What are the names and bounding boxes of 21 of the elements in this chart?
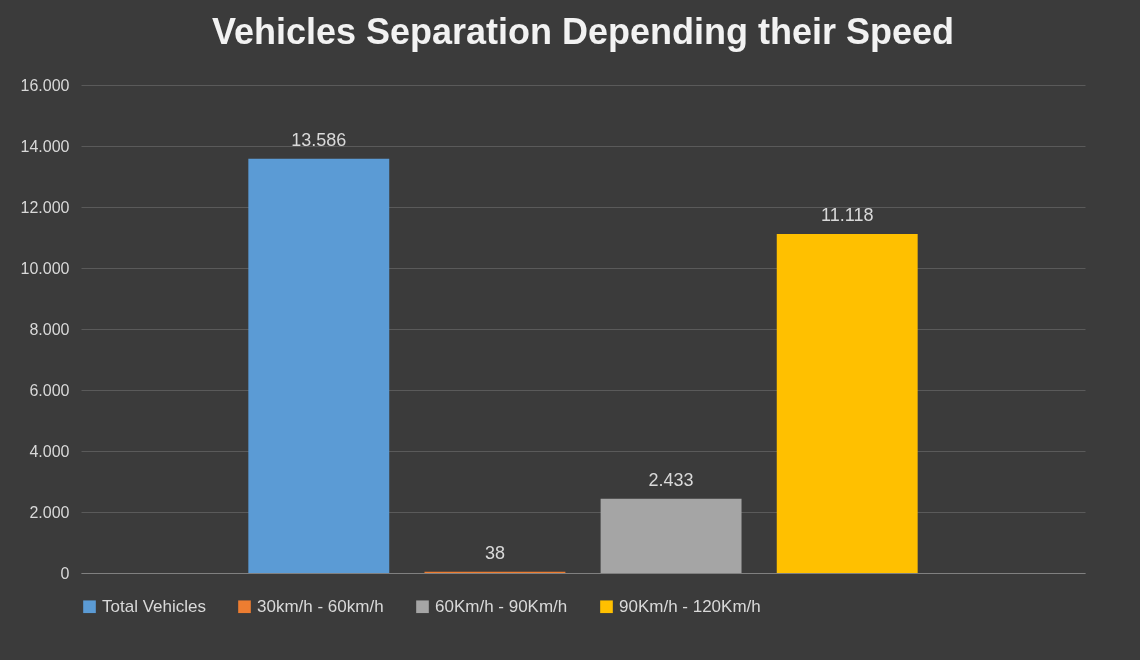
bar: [600, 498, 742, 573]
legend-label: Total Vehicles: [102, 596, 206, 616]
y-tick-label: 6.000: [29, 381, 70, 399]
y-tick-label: 16.000: [20, 76, 70, 94]
legend-label: 90Km/h - 120Km/h: [619, 596, 761, 616]
chart-title: Vehicles Separation Depending their Speed: [211, 11, 955, 52]
bar: [776, 233, 918, 573]
legend-label: 60Km/h - 90Km/h: [435, 596, 568, 616]
data-label: 2.433: [648, 469, 694, 490]
data-label: 38: [484, 542, 505, 563]
y-tick-label: 14.000: [20, 137, 70, 155]
y-tick-label: 0: [60, 564, 70, 582]
y-tick-label: 4.000: [29, 442, 70, 460]
y-tick-label: 10.000: [20, 259, 70, 277]
data-label: 11.118: [821, 204, 874, 225]
y-tick-label: 8.000: [29, 320, 70, 338]
legend-label: 30km/h - 60km/h: [257, 596, 384, 616]
y-tick-label: 12.000: [20, 198, 70, 216]
bar: [248, 158, 390, 573]
data-label: 13.586: [291, 129, 347, 150]
y-tick-label: 2.000: [29, 503, 70, 521]
